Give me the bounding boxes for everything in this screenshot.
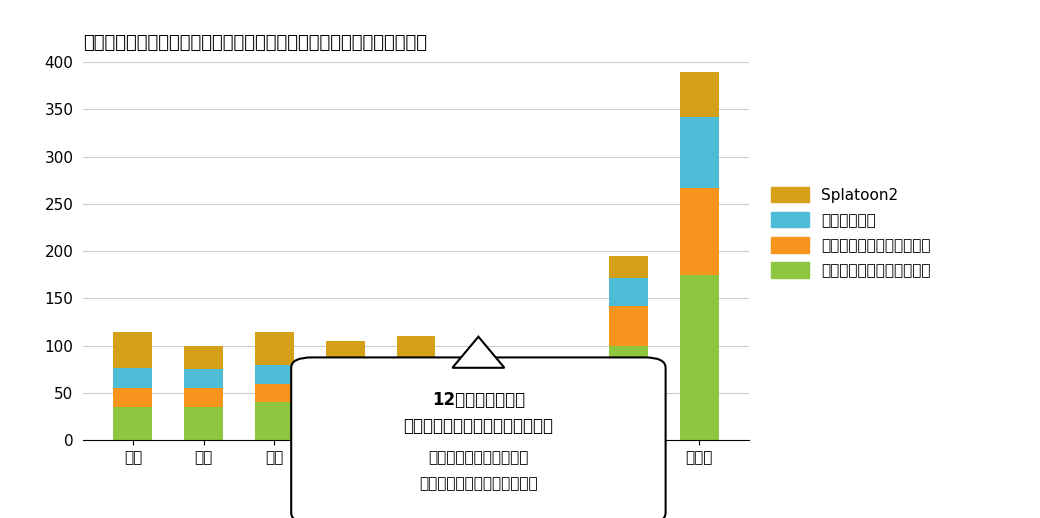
Bar — [326, 369, 365, 385]
Text: 12月の年末商戦が: 12月の年末商戦が — [432, 391, 525, 409]
Bar — [326, 341, 365, 369]
Legend: Splatoon2, ゼルダの伝説, スーパーマリオブラザーズ, マリオカート８デラックス: Splatoon2, ゼルダの伝説, スーパーマリオブラザーズ, マリオカート８… — [763, 179, 938, 286]
Bar — [608, 306, 648, 346]
Bar — [608, 278, 648, 306]
Bar — [184, 346, 224, 369]
Bar — [326, 402, 365, 440]
Bar — [113, 367, 153, 388]
Bar — [608, 256, 648, 278]
Bar — [255, 402, 294, 440]
Bar — [255, 383, 294, 402]
Bar — [255, 332, 294, 365]
Bar — [184, 388, 224, 407]
Bar — [396, 385, 436, 402]
Bar — [608, 346, 648, 440]
Bar — [184, 407, 224, 440]
Bar — [467, 385, 506, 400]
Bar — [467, 360, 506, 385]
Bar — [113, 332, 153, 367]
Bar — [679, 188, 719, 275]
Bar — [396, 336, 436, 369]
Bar — [184, 369, 224, 388]
Text: 自社定番タイトルのセルスルー動向（日欧米）（決算説明会資料より）: 自社定番タイトルのセルスルー動向（日欧米）（決算説明会資料より） — [83, 34, 427, 52]
Bar — [255, 365, 294, 383]
Text: １年で一番売上が伸びやすい時期: １年で一番売上が伸びやすい時期 — [404, 417, 553, 435]
Bar — [679, 117, 719, 188]
Text: 魅力的な商品をリリースする: 魅力的な商品をリリースする — [419, 477, 538, 491]
Bar — [538, 402, 577, 414]
Bar — [467, 400, 506, 414]
Bar — [326, 385, 365, 402]
Bar — [113, 407, 153, 440]
Bar — [396, 402, 436, 440]
Bar — [538, 383, 577, 402]
Bar — [679, 71, 719, 117]
Bar — [467, 414, 506, 440]
Bar — [113, 388, 153, 407]
Bar — [396, 369, 436, 385]
Bar — [538, 423, 577, 440]
Bar — [679, 275, 719, 440]
Bar — [538, 414, 577, 423]
Text: 任天堂は年末に合わせて: 任天堂は年末に合わせて — [428, 450, 528, 465]
